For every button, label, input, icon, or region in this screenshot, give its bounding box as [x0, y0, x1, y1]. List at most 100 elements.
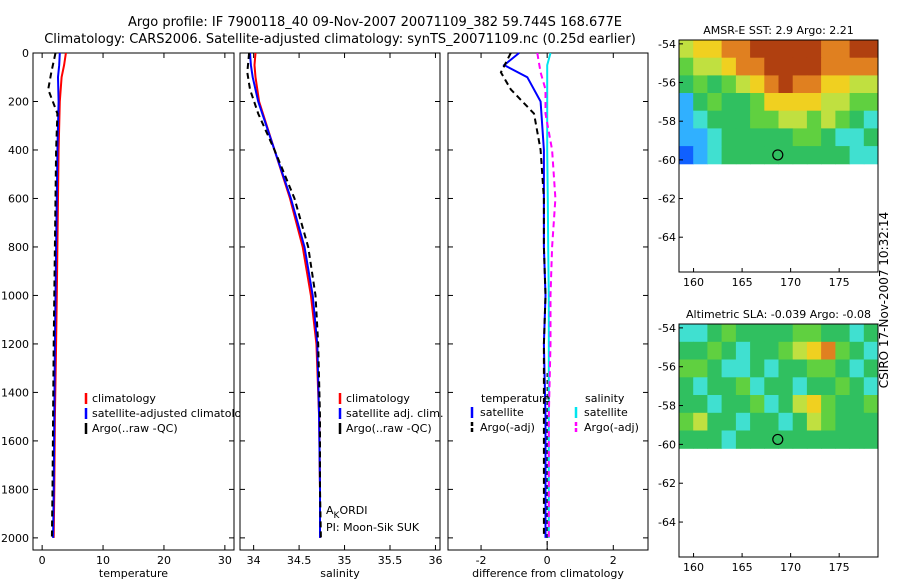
sla_map-cell: [693, 341, 708, 361]
sst_map-ytick-label: -60: [658, 154, 676, 167]
sst_map-cell: [693, 75, 708, 94]
sst_map-cell: [764, 146, 779, 165]
sst_map-cell: [849, 128, 865, 147]
difference-xtick-label: 0: [544, 554, 551, 567]
sla_map-cell: [849, 395, 865, 414]
panel-temperature: 0 10 20 30 0 200 400 600 800 1000 1200 1400 1600 1800…: [1, 47, 255, 580]
salinity-xtick-label: 35: [338, 554, 352, 567]
sst_map-cell: [806, 57, 822, 76]
sst_map-cell: [693, 110, 708, 129]
sst_map-cell: [806, 93, 822, 112]
sst_map-cell: [693, 57, 708, 76]
sla_map-cell: [679, 430, 694, 449]
sla_map-cell: [750, 359, 765, 378]
salinity-xtick-label: 35.5: [378, 554, 403, 567]
sla_map-cell: [821, 412, 836, 432]
sla_map-cell: [806, 359, 822, 378]
panel-sst_map: AMSR-E SST: 2.9 Argo: 2.21 160 165 170 175 -5…: [658, 24, 879, 289]
sst_map-cell: [863, 110, 879, 129]
sla_map-cell: [821, 395, 836, 414]
sst_map-cell: [679, 128, 694, 147]
sst_map-cell: [806, 40, 822, 59]
sst_map-cell: [778, 146, 794, 165]
sst_map-cell: [821, 110, 836, 129]
sla_map-cell: [764, 412, 779, 432]
footer-stamp: CSIRO 17-Nov-2007 10:32:14: [877, 212, 891, 388]
sla_map-cell: [764, 359, 779, 378]
difference-xtick-label: -2: [476, 554, 487, 567]
sla_map-cell: [792, 359, 808, 378]
sla_map-cell: [750, 341, 765, 361]
sla_map-cell: [849, 430, 865, 449]
sst_map-cell: [849, 57, 865, 76]
temperature-xtick-label: 0: [39, 554, 46, 567]
sst_map-cell: [707, 146, 723, 165]
sla_map-cell: [792, 412, 808, 432]
sla_map-cell: [679, 359, 694, 378]
sla_map-cell: [835, 395, 851, 414]
sst_map-cell: [693, 128, 708, 147]
sst_map-cell: [821, 75, 836, 94]
sla_map-cell: [821, 341, 836, 361]
sst_map-cell: [721, 57, 737, 76]
sla_map-cell: [835, 377, 851, 396]
sla_map-cell: [735, 377, 751, 396]
sst_map-cell: [721, 93, 737, 112]
temperature-legend-label: Argo(..raw -QC): [92, 422, 178, 435]
sst_map-cell: [721, 110, 737, 129]
sst_map-cell: [707, 110, 723, 129]
sla_map-cell: [863, 341, 879, 361]
sla_map-cell: [863, 395, 879, 414]
sst_map-cell: [792, 75, 808, 94]
sla_map-cell: [863, 430, 879, 449]
temperature-legend-label: satellite-adjusted climatology: [92, 407, 255, 420]
sla_map-cell: [778, 430, 794, 449]
sst_map-cell: [863, 75, 879, 94]
sst_map-cell: [707, 93, 723, 112]
salinity-series-satellite-adj-clim-: [249, 52, 321, 538]
sla_map-cell: [693, 324, 708, 343]
float-name-annotation: AKORDI: [326, 504, 367, 521]
sla_map-cell: [764, 341, 779, 361]
sst_map-cell: [764, 40, 779, 59]
sla_map-cell: [778, 359, 794, 378]
sla_map-cell: [849, 324, 865, 343]
sla_map-cell: [792, 377, 808, 396]
difference-xtick-label: 2: [610, 554, 617, 567]
sla_map-cell: [735, 430, 751, 449]
sla_map-cell: [806, 341, 822, 361]
sla_map-cell: [863, 359, 879, 378]
sst_map-cell: [806, 110, 822, 129]
sst_map-cell: [721, 146, 737, 165]
temperature-ytick-label: 1400: [1, 386, 29, 399]
sla_map-cell: [764, 395, 779, 414]
sla_map-cell: [778, 341, 794, 361]
sst_map-cell: [721, 75, 737, 94]
sla_map-cell: [750, 412, 765, 432]
temperature-ytick-label: 1800: [1, 483, 29, 496]
sst_map-xtick-label: 175: [829, 276, 850, 289]
sla_map-xtick-label: 170: [780, 561, 801, 574]
sla_map-xtick-label: 165: [732, 561, 753, 574]
sla_map-cell: [707, 430, 723, 449]
sst_map-cell: [750, 146, 765, 165]
temperature-ytick-label: 1600: [1, 435, 29, 448]
sla_map-cell: [863, 324, 879, 343]
figure-title-line2: Climatology: CARS2006. Satellite-adjuste…: [44, 32, 636, 47]
sst_map-cell: [821, 146, 836, 165]
sst_map-cell: [863, 146, 879, 165]
sla_map-cell: [792, 430, 808, 449]
salinity-xtick-label: 36: [428, 554, 442, 567]
sla_map-argo-position-marker: [772, 433, 784, 446]
sla_map-xtick-label: 160: [683, 561, 704, 574]
sla_map-cell: [835, 324, 851, 343]
sla_map-cell: [764, 324, 779, 343]
sst_map-ytick-label: -58: [658, 115, 676, 128]
sst_map-cell: [778, 75, 794, 94]
sst_map-cell: [821, 40, 836, 59]
salinity-xtick-label: 34: [247, 554, 261, 567]
sst_map-cell: [750, 40, 765, 59]
sst_map-cell: [835, 128, 851, 147]
sla_map-cell: [693, 430, 708, 449]
